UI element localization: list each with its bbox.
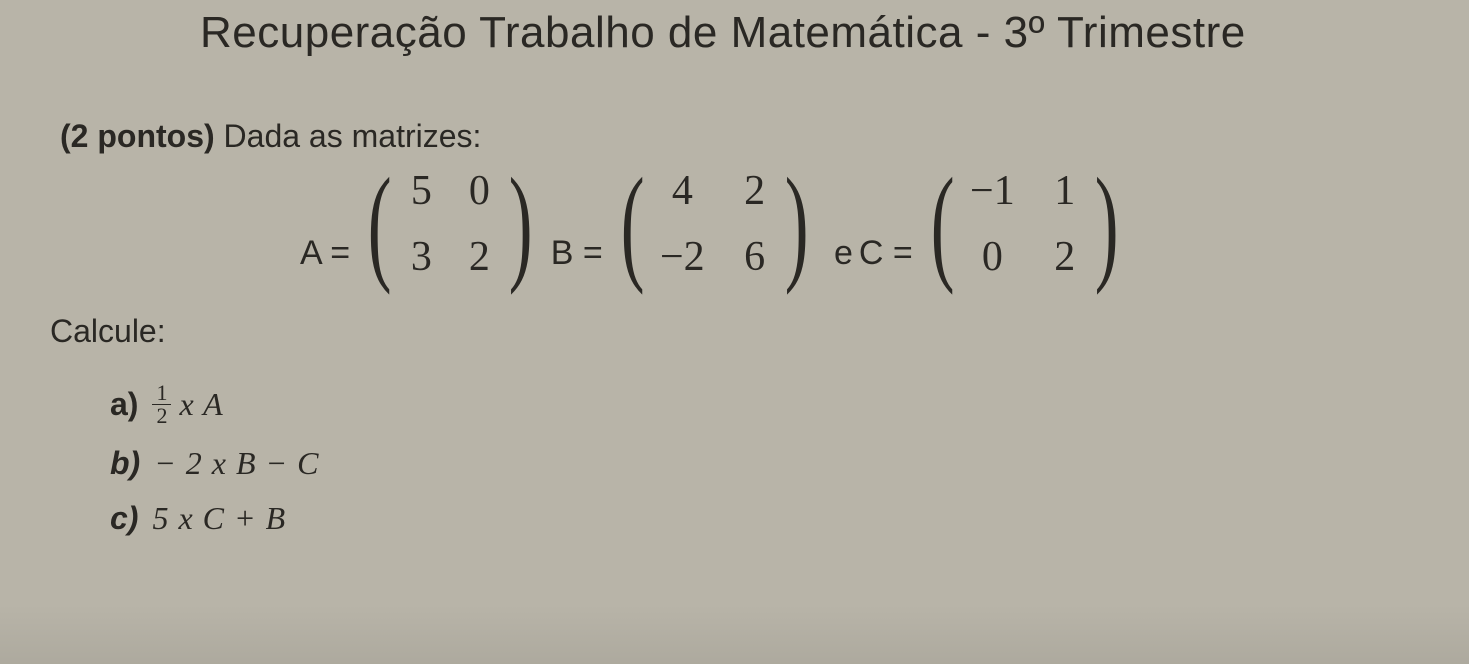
matrix-cell: 2 [741, 167, 769, 215]
matrix-b-block: B = ( 4 2 −2 6 ) [551, 167, 818, 281]
conjunction-e: e [826, 234, 859, 281]
question-intro: (2 pontos) Dada as matrizes: [0, 58, 1469, 155]
page-title: Recuperação Trabalho de Matemática - 3º … [0, 0, 1469, 58]
fraction-denominator: 2 [152, 404, 171, 427]
paren-right-icon: ) [1094, 169, 1118, 280]
matrix-c-block: e C = ( −1 1 0 2 ) [826, 167, 1128, 281]
matrix-a-cells: 5 0 3 2 [401, 167, 499, 281]
page-shadow [0, 604, 1469, 664]
matrices-row: A = ( 5 0 3 2 ) B = ( 4 2 −2 6 [0, 155, 1469, 281]
matrix-cell: 5 [407, 167, 435, 215]
question-text: Dada as matrizes: [224, 118, 482, 154]
item-a-expr: x A [179, 386, 223, 423]
calcule-label: Calcule: [0, 281, 1469, 350]
item-c-expr: 5 x C + B [152, 500, 286, 537]
matrix-cell: −1 [970, 167, 1015, 215]
question-points: (2 pontos) [60, 118, 215, 154]
matrix-cell: 2 [1051, 233, 1079, 281]
matrix-b-cells: 4 2 −2 6 [654, 167, 775, 281]
item-a: a) 1 2 x A [110, 364, 1469, 427]
matrix-cell: 0 [970, 233, 1015, 281]
items-list: a) 1 2 x A b) − 2 x B − C c) 5 x C + B [0, 350, 1469, 537]
matrix-a-block: A = ( 5 0 3 2 ) [300, 167, 543, 281]
item-b: b) − 2 x B − C [110, 427, 1469, 482]
matrix-c: ( −1 1 0 2 ) [921, 167, 1128, 281]
item-c-label: c) [110, 500, 152, 537]
worksheet-page: Recuperação Trabalho de Matemática - 3º … [0, 0, 1469, 537]
item-a-label: a) [110, 386, 152, 423]
matrix-a-label: A = [300, 234, 358, 281]
fraction-half: 1 2 [152, 382, 171, 427]
matrix-cell: −2 [660, 233, 705, 281]
paren-right-icon: ) [509, 169, 533, 280]
matrix-cell: 1 [1051, 167, 1079, 215]
item-c: c) 5 x C + B [110, 482, 1469, 537]
matrix-cell: 6 [741, 233, 769, 281]
matrix-a: ( 5 0 3 2 ) [358, 167, 543, 281]
paren-left-icon: ( [620, 169, 644, 280]
matrix-cell: 2 [465, 233, 493, 281]
fraction-numerator: 1 [152, 382, 171, 404]
item-b-expr: − 2 x B − C [154, 445, 319, 482]
paren-right-icon: ) [784, 169, 808, 280]
paren-left-icon: ( [930, 169, 954, 280]
matrix-c-cells: −1 1 0 2 [964, 167, 1085, 281]
matrix-b: ( 4 2 −2 6 ) [611, 167, 818, 281]
matrix-c-label: C = [859, 234, 921, 281]
matrix-cell: 4 [660, 167, 705, 215]
item-b-label: b) [110, 445, 154, 482]
matrix-b-label: B = [551, 234, 611, 281]
matrix-cell: 0 [465, 167, 493, 215]
paren-left-icon: ( [368, 169, 392, 280]
matrix-cell: 3 [407, 233, 435, 281]
